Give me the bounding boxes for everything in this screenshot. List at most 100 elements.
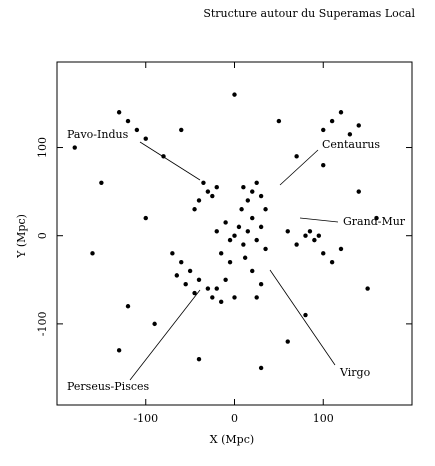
galaxy-point bbox=[232, 295, 237, 300]
annotation: Virgo bbox=[339, 366, 371, 379]
galaxy-point bbox=[294, 242, 299, 247]
annotation: Centaurus bbox=[322, 138, 380, 151]
galaxy-point bbox=[329, 118, 335, 124]
galaxy-point bbox=[250, 189, 255, 194]
galaxy-point bbox=[347, 132, 353, 137]
galaxy-point bbox=[232, 233, 237, 238]
galaxy-point bbox=[205, 286, 211, 291]
galaxy-point bbox=[356, 189, 361, 194]
galaxy-point bbox=[329, 259, 335, 265]
galaxy-point bbox=[263, 207, 268, 212]
galaxy-point bbox=[72, 145, 77, 150]
galaxy-point bbox=[227, 237, 233, 243]
galaxy-point bbox=[285, 339, 290, 344]
galaxy-point bbox=[303, 233, 308, 238]
galaxy-point bbox=[338, 246, 344, 252]
galaxy-point bbox=[214, 286, 219, 291]
galaxy-point bbox=[214, 185, 219, 190]
galaxy-point bbox=[321, 162, 326, 168]
galaxy-point bbox=[285, 229, 290, 234]
y-axis-label: Y (Mpc) bbox=[15, 214, 28, 259]
galaxy-point bbox=[258, 193, 264, 199]
galaxy-point bbox=[210, 193, 215, 199]
galaxy-point bbox=[254, 295, 259, 300]
galaxy-point bbox=[374, 215, 379, 221]
galaxy-point bbox=[125, 304, 131, 309]
galaxy-point bbox=[214, 229, 219, 234]
galaxy-point bbox=[254, 180, 259, 185]
galaxy-point bbox=[196, 356, 202, 362]
galaxy-point bbox=[242, 255, 248, 260]
galaxy-point bbox=[321, 127, 326, 133]
galaxy-point bbox=[303, 312, 308, 318]
galaxy-point bbox=[276, 118, 282, 124]
galaxy-point bbox=[245, 198, 251, 203]
galaxy-point bbox=[223, 220, 228, 225]
x-tick-label: 0 bbox=[231, 412, 238, 425]
galaxy-point bbox=[134, 127, 140, 133]
galaxy-point bbox=[125, 118, 131, 124]
galaxy-point bbox=[210, 295, 215, 300]
annotation: Grand-Mur bbox=[343, 215, 406, 228]
annotation: Perseus-Pisces bbox=[67, 380, 150, 393]
galaxy-point bbox=[218, 299, 224, 305]
galaxy-point bbox=[143, 136, 148, 141]
annotation-line bbox=[139, 141, 201, 181]
galaxy-point bbox=[236, 224, 242, 230]
galaxy-point bbox=[143, 215, 148, 221]
galaxy-point bbox=[356, 123, 361, 128]
galaxy-point bbox=[179, 127, 184, 133]
galaxy-point bbox=[307, 229, 313, 234]
galaxy-point bbox=[241, 242, 246, 247]
galaxy-point bbox=[152, 321, 157, 327]
galaxy-point bbox=[316, 233, 322, 238]
galaxy-point bbox=[196, 198, 202, 203]
y-tick-label: -100 bbox=[36, 312, 49, 337]
galaxy-point bbox=[294, 154, 299, 159]
galaxy-point bbox=[365, 286, 370, 291]
galaxy-point bbox=[227, 259, 233, 265]
galaxy-point bbox=[201, 180, 206, 185]
galaxy-point bbox=[263, 246, 268, 252]
galaxy-point bbox=[99, 180, 104, 185]
chart-title: Structure autour du Superamas Local bbox=[203, 7, 415, 20]
galaxy-point bbox=[116, 110, 122, 115]
galaxy-point bbox=[223, 277, 228, 282]
galaxy-point bbox=[312, 237, 317, 243]
x-tick-label: 100 bbox=[313, 412, 334, 425]
galaxy-point bbox=[258, 365, 264, 371]
galaxy-point bbox=[196, 277, 202, 282]
galaxy-point bbox=[218, 251, 224, 256]
galaxy-point bbox=[250, 268, 255, 274]
annotation-line bbox=[299, 217, 339, 223]
galaxy-point bbox=[321, 251, 326, 256]
x-tick-label: -100 bbox=[133, 412, 158, 425]
annotation: Pavo-Indus bbox=[67, 128, 129, 141]
galaxy-point bbox=[239, 207, 244, 212]
galaxy-point bbox=[90, 251, 95, 256]
x-axis-label: X (Mpc) bbox=[210, 433, 254, 446]
galaxy-point bbox=[116, 348, 122, 353]
galaxy-point bbox=[254, 237, 259, 243]
galaxy-point bbox=[232, 92, 237, 97]
galaxy-point bbox=[258, 224, 264, 230]
plot-frame bbox=[56, 61, 413, 406]
annotation-line bbox=[129, 289, 201, 381]
galaxy-point bbox=[192, 207, 197, 212]
annotation-line bbox=[269, 269, 336, 366]
y-tick-label: 100 bbox=[36, 137, 49, 158]
annotation-line bbox=[279, 149, 319, 186]
galaxy-point bbox=[183, 282, 188, 287]
y-tick-label: 0 bbox=[36, 232, 49, 239]
galaxy-point bbox=[205, 189, 211, 194]
galaxy-point bbox=[250, 215, 255, 221]
galaxy-point bbox=[192, 290, 197, 296]
galaxy-point bbox=[338, 110, 344, 115]
galaxy-point bbox=[179, 259, 184, 265]
galaxy-point bbox=[258, 282, 264, 287]
galaxy-point bbox=[170, 251, 175, 256]
galaxy-point bbox=[187, 268, 193, 274]
galaxy-point bbox=[241, 185, 246, 190]
galaxy-point bbox=[245, 229, 251, 234]
